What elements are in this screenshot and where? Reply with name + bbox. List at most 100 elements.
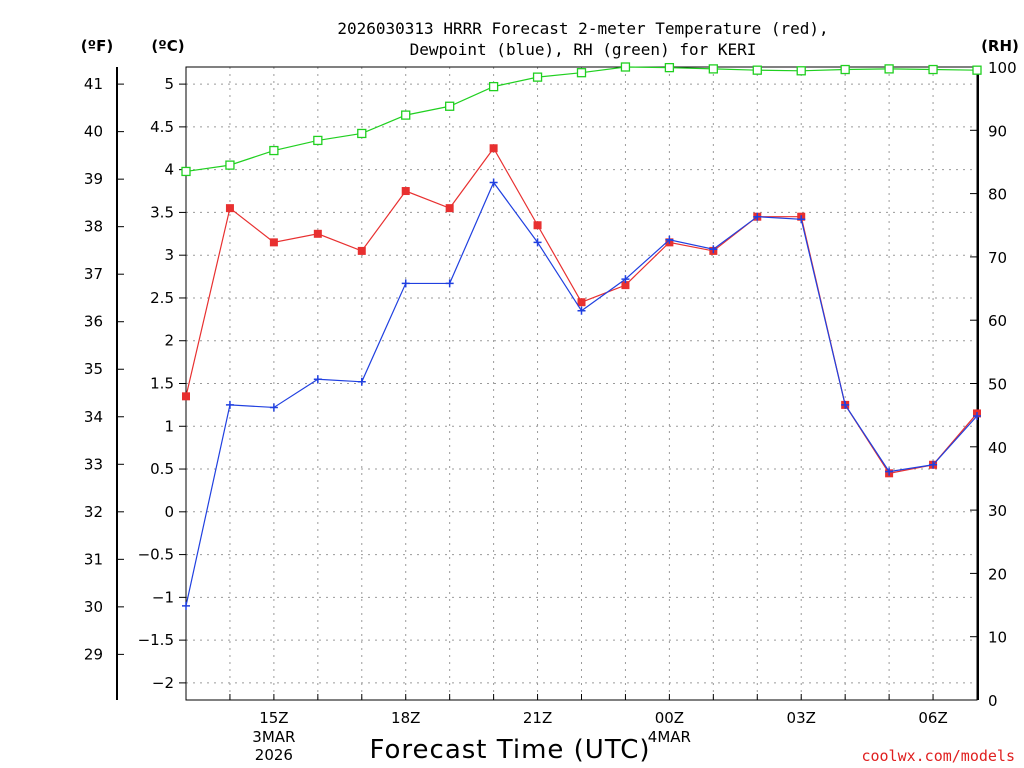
fahrenheit-tick-label: 31 [84,550,103,568]
x-tick-label: 06Z [918,709,947,727]
rh-point [488,81,499,92]
tick-labels: −2 −1.5 −1 −0.5 0 0.5 1 1.5 2 2.5 3 3.5 4 4.5 5 29 30 31 3… [84,59,1017,764]
celsius-unit-label: (ºC) [151,37,184,55]
x-axis-label: Forecast Time (UTC) [369,735,650,765]
celsius-tick-label: −0.5 [138,546,174,564]
rh-point [928,64,938,75]
rh-unit-label: (RH) [981,37,1019,55]
rh-tick-label: 70 [988,249,1007,267]
rh-point [576,68,587,78]
dewpoint-point [973,412,981,421]
celsius-tick-label: 1 [164,417,174,435]
temperature-point [269,238,278,247]
fahrenheit-tick-label: 39 [84,170,103,188]
fahrenheit-tick-label: 40 [84,123,103,141]
rh-point [269,145,279,156]
rh-point [357,128,367,139]
temperature-point [577,298,586,307]
dewpoint-point [621,275,630,284]
x-tick-label: 18Z [391,709,420,727]
temperature-point [313,229,322,238]
celsius-tick-label: −2 [152,674,174,692]
fahrenheit-tick-label: 41 [84,75,103,93]
dewpoint-point [269,403,278,412]
celsius-tick-label: 3 [164,246,174,264]
rh-tick-label: 20 [988,565,1007,583]
dewpoint-point [357,377,366,386]
celsius-tick-label: 4 [164,161,174,179]
dewpoint-point [182,601,190,610]
rh-tick-label: 50 [988,376,1007,394]
dewpoint-point [577,306,586,315]
dewpoint-point [313,375,322,384]
celsius-tick-label: −1 [152,588,174,606]
rh-point [708,64,718,74]
rh-tick-label: 10 [988,629,1007,647]
dewpoint-point [225,400,234,409]
rh-tick-label: 90 [988,122,1007,140]
fahrenheit-tick-label: 37 [84,265,103,283]
rh-point [445,101,455,111]
rh-point [664,62,675,73]
rh-tick-label: 30 [988,502,1007,520]
rh-point [401,110,411,120]
source-credit: coolwx.com/models [861,747,1015,765]
dewpoint-point [753,212,762,221]
dewpoint-point [885,467,894,476]
temperature-point [621,281,630,290]
celsius-tick-label: 4.5 [150,118,174,136]
rh-tick-label: 80 [988,186,1007,204]
x-tick-date-label: 4MAR [648,728,691,746]
celsius-tick-label: 5 [164,75,174,93]
rh-point [313,135,323,146]
celsius-tick-label: −1.5 [138,631,174,649]
fahrenheit-tick-label: 32 [84,503,103,521]
fahrenheit-unit-label: (ºF) [81,37,113,55]
temperature-point [357,246,366,255]
celsius-tick-label: 3.5 [150,203,174,221]
x-tick-year-label: 2026 [255,746,293,764]
fahrenheit-tick-label: 36 [84,313,103,331]
fahrenheit-tick-label: 30 [84,598,103,616]
temperature-point [225,204,234,213]
rh-point [884,64,894,74]
rh-tick-label: 60 [988,312,1007,330]
x-tick-label: 21Z [523,709,552,727]
celsius-tick-label: 0.5 [150,460,174,478]
rh-point [181,166,191,177]
dewpoint-point [709,245,718,254]
x-tick-label: 15Z [259,709,288,727]
celsius-tick-label: 2 [164,332,174,350]
dewpoint-point [841,400,850,409]
dewpoint-point [797,215,806,224]
fahrenheit-tick-label: 33 [84,455,103,473]
celsius-tick-label: 1.5 [150,375,174,393]
fahrenheit-tick-label: 34 [84,408,103,426]
dewpoint-point [533,238,542,247]
fahrenheit-tick-label: 29 [84,645,103,663]
x-tick-label: 03Z [787,709,816,727]
temperature-point [401,187,410,196]
temperature-point [489,144,498,153]
axes [116,66,979,701]
temperature-point [445,204,454,213]
dewpoint-line [185,181,978,607]
x-tick-date-label: 3MAR [252,728,295,746]
dewpoint-point [445,279,454,288]
temperature-point [182,392,190,401]
celsius-tick-label: 2.5 [150,289,174,307]
dewpoint-point [489,178,498,187]
rh-point [840,64,850,75]
rh-point [752,65,762,75]
rh-tick-label: 40 [988,439,1007,457]
rh-tick-label: 100 [988,59,1017,77]
dewpoint-point [401,279,410,288]
dewpoint-point [665,235,674,244]
rh-point [225,160,235,170]
data-series [181,62,982,610]
rh-point [972,65,982,75]
dewpoint-point [929,460,938,469]
rh-point [532,72,543,82]
celsius-tick-label: 0 [164,503,174,521]
